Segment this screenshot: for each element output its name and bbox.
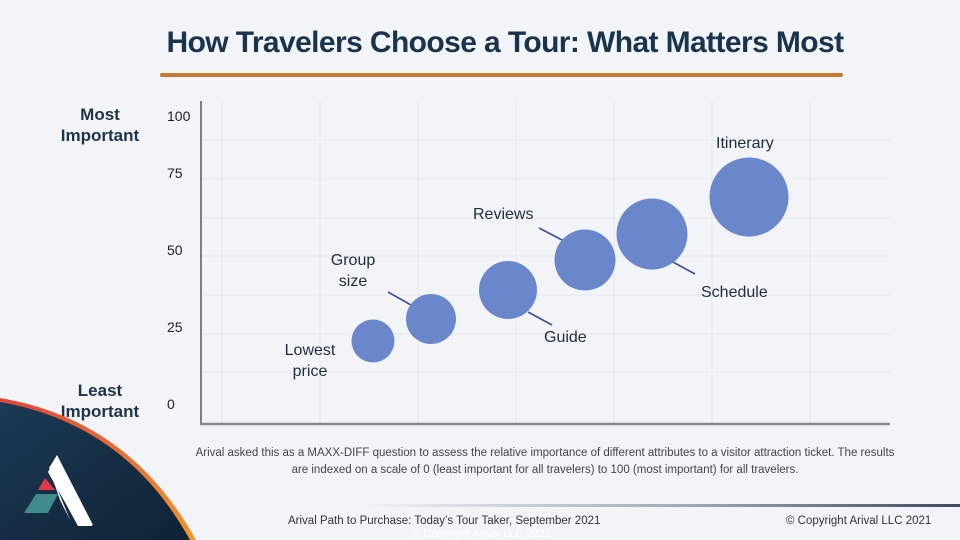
label-schedule: Schedule	[701, 284, 768, 301]
source-citation: Arival Path to Purchase: Today’s Tour Ta…	[288, 515, 601, 527]
y-axis-bottom-label: Least Important	[40, 380, 160, 422]
y-axis-bottom-label-line1: Least	[77, 381, 123, 400]
bubble-reviews	[554, 229, 616, 291]
footer-divider	[360, 504, 960, 507]
bubble-schedule	[616, 198, 688, 270]
y-tick-25: 25	[167, 319, 183, 335]
y-tick-75: 75	[167, 165, 183, 181]
y-axis-top-label: Most Important	[40, 104, 160, 146]
copyright-text: © Copyright Arival LLC 2021	[786, 515, 932, 527]
label-lowest-price: Lowest price	[270, 340, 350, 382]
label-group-size-line2: size	[338, 273, 368, 290]
bubble-guide	[479, 261, 537, 319]
label-group-size: Group size	[313, 250, 393, 292]
bubble-itinerary	[709, 157, 789, 237]
bubbles	[351, 157, 789, 363]
label-lowest-price-line2: price	[292, 363, 328, 380]
y-tick-100: 100	[167, 108, 191, 124]
label-lowest-price-line1: Lowest	[284, 342, 336, 359]
bubble-lowest-price	[351, 319, 395, 363]
slide-title: How Travelers Choose a Tour: What Matter…	[166, 26, 845, 59]
gridlines	[202, 101, 890, 424]
y-axis-top-label-line1: Most	[80, 105, 120, 124]
y-axis-top-label-line2: Important	[60, 126, 140, 145]
label-group-size-line1: Group	[330, 252, 376, 269]
title-underline	[160, 73, 843, 77]
label-itinerary: Itinerary	[716, 135, 774, 152]
y-tick-0: 0	[167, 396, 175, 412]
y-tick-50: 50	[167, 242, 183, 258]
arival-logo-icon	[0, 398, 196, 540]
methodology-note: Arival asked this as a MAXX-DIFF questio…	[195, 447, 895, 476]
y-axis-bottom-label-line2: Important	[60, 402, 140, 421]
label-reviews: Reviews	[473, 206, 534, 223]
label-guide: Guide	[544, 329, 587, 346]
leader-lines	[387, 227, 696, 326]
copyright-watermark: © Copyright Arival LLC 2021	[412, 528, 551, 540]
bubble-group-size	[406, 294, 456, 344]
